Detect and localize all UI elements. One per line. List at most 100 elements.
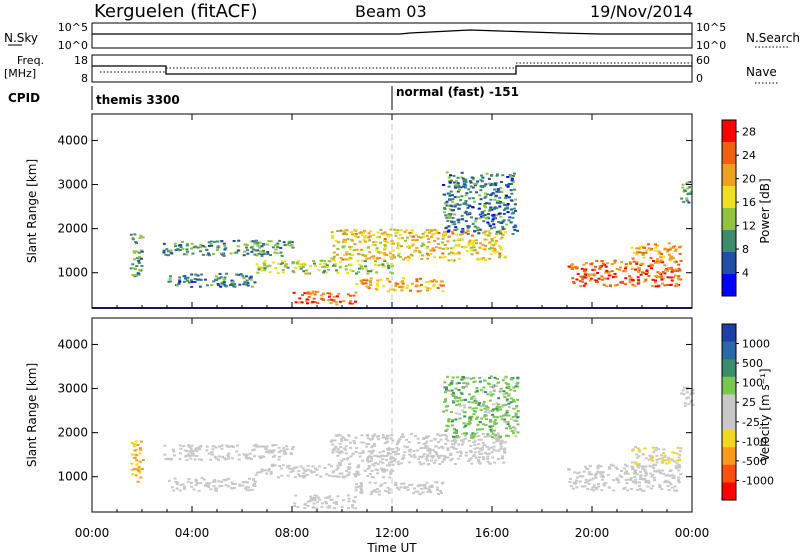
- heatmap-cell: [426, 237, 430, 240]
- heatmap-cell: [489, 206, 493, 209]
- heatmap-cell: [614, 275, 618, 278]
- heatmap-cell: [270, 463, 274, 466]
- heatmap-cell: [130, 468, 134, 471]
- heatmap-cell: [467, 401, 471, 404]
- heatmap-cell: [189, 449, 193, 452]
- heatmap-cell: [409, 289, 413, 292]
- heatmap-cell: [162, 249, 166, 252]
- heatmap-cell: [331, 451, 335, 454]
- heatmap-cell: [446, 439, 450, 442]
- heatmap-cell: [196, 274, 200, 277]
- heatmap-cell: [366, 437, 370, 440]
- heatmap-cell: [478, 456, 482, 459]
- heatmap-cell: [493, 182, 497, 185]
- heatmap-cell: [357, 267, 361, 270]
- heatmap-cell: [354, 300, 357, 303]
- heatmap-cell: [483, 203, 487, 206]
- heatmap-cell: [217, 455, 221, 458]
- heatmap-cell: [513, 188, 517, 191]
- heatmap-cell: [674, 489, 678, 492]
- heatmap-cell: [593, 474, 597, 477]
- heatmap-cell: [457, 382, 461, 384]
- heatmap-cell: [341, 436, 345, 439]
- colorbar-tick-label: -100: [742, 435, 767, 448]
- heatmap-cell: [297, 473, 301, 476]
- heatmap-cell: [484, 411, 488, 414]
- heatmap-cell: [131, 263, 135, 266]
- heatmap-cell: [329, 298, 333, 301]
- heatmap-cell: [596, 465, 600, 468]
- heatmap-cell: [408, 246, 411, 249]
- heatmap-cell: [588, 279, 592, 282]
- heatmap-cell: [332, 259, 336, 262]
- heatmap-cell: [316, 501, 320, 504]
- heatmap-cell: [463, 406, 467, 409]
- heatmap-cell: [569, 266, 573, 269]
- heatmap-cell: [361, 282, 365, 285]
- heatmap-cell: [618, 474, 622, 477]
- heatmap-cell: [666, 248, 670, 251]
- heatmap-cell: [291, 261, 295, 263]
- heatmap-cell: [348, 246, 352, 248]
- heatmap-cell: [416, 290, 420, 293]
- heatmap-cell: [252, 448, 256, 451]
- heatmap-cell: [665, 268, 669, 270]
- heatmap-cell: [501, 455, 505, 458]
- heatmap-cell: [664, 479, 668, 482]
- heatmap-cell: [490, 174, 494, 176]
- heatmap-cell: [600, 278, 604, 281]
- heatmap-cell: [638, 481, 641, 484]
- heatmap-cell: [657, 470, 661, 473]
- heatmap-cell: [264, 447, 268, 450]
- heatmap-cell: [325, 264, 329, 267]
- heatmap-cell: [395, 446, 399, 449]
- heatmap-cell: [645, 270, 649, 272]
- velocity-colorbar-label: Velocity [m s⁻¹]: [758, 368, 772, 461]
- heatmap-cell: [670, 486, 674, 489]
- heatmap-cell: [367, 287, 371, 289]
- time-tick-label: 20:00: [575, 526, 610, 540]
- heatmap-cell: [501, 228, 505, 231]
- heatmap-cell: [264, 469, 268, 472]
- heatmap-cell: [661, 282, 664, 285]
- heatmap-cell: [257, 445, 261, 448]
- heatmap-cell: [663, 264, 667, 267]
- heatmap-cell: [386, 241, 390, 244]
- heatmap-cell: [504, 382, 508, 385]
- heatmap-cell: [347, 434, 351, 437]
- heatmap-cell: [457, 443, 461, 446]
- heatmap-cell: [242, 283, 246, 286]
- heatmap-cell: [516, 381, 520, 384]
- heatmap-cell: [663, 454, 667, 457]
- heatmap-cell: [492, 445, 496, 448]
- heatmap-cell: [336, 448, 340, 451]
- heatmap-cell: [205, 482, 209, 485]
- heatmap-cell: [327, 260, 331, 263]
- heatmap-cell: [442, 410, 446, 413]
- heatmap-cell: [205, 449, 209, 452]
- heatmap-cell: [400, 482, 404, 485]
- heatmap-cell: [260, 253, 264, 256]
- heatmap-cell: [178, 444, 182, 447]
- heatmap-cell: [138, 258, 142, 261]
- frequency-panel: Freq. [MHz] 18 8 60 0 Nave: [4, 54, 778, 85]
- heatmap-cell: [489, 391, 493, 393]
- heatmap-cell: [640, 245, 644, 248]
- heatmap-cell: [450, 393, 454, 396]
- heatmap-cell: [492, 386, 496, 389]
- heatmap-cell: [329, 498, 333, 501]
- heatmap-cell: [658, 469, 662, 472]
- heatmap-cell: [467, 393, 471, 396]
- heatmap-cell: [486, 455, 490, 458]
- nave-trace: [100, 62, 692, 73]
- heatmap-cell: [133, 233, 137, 236]
- heatmap-cell: [244, 487, 247, 490]
- heatmap-cell: [370, 457, 373, 460]
- heatmap-cell: [386, 453, 390, 456]
- heatmap-cell: [464, 454, 468, 457]
- heatmap-cell: [625, 470, 629, 473]
- heatmap-cell: [623, 472, 627, 475]
- heatmap-cell: [457, 238, 461, 241]
- heatmap-cell: [236, 249, 240, 252]
